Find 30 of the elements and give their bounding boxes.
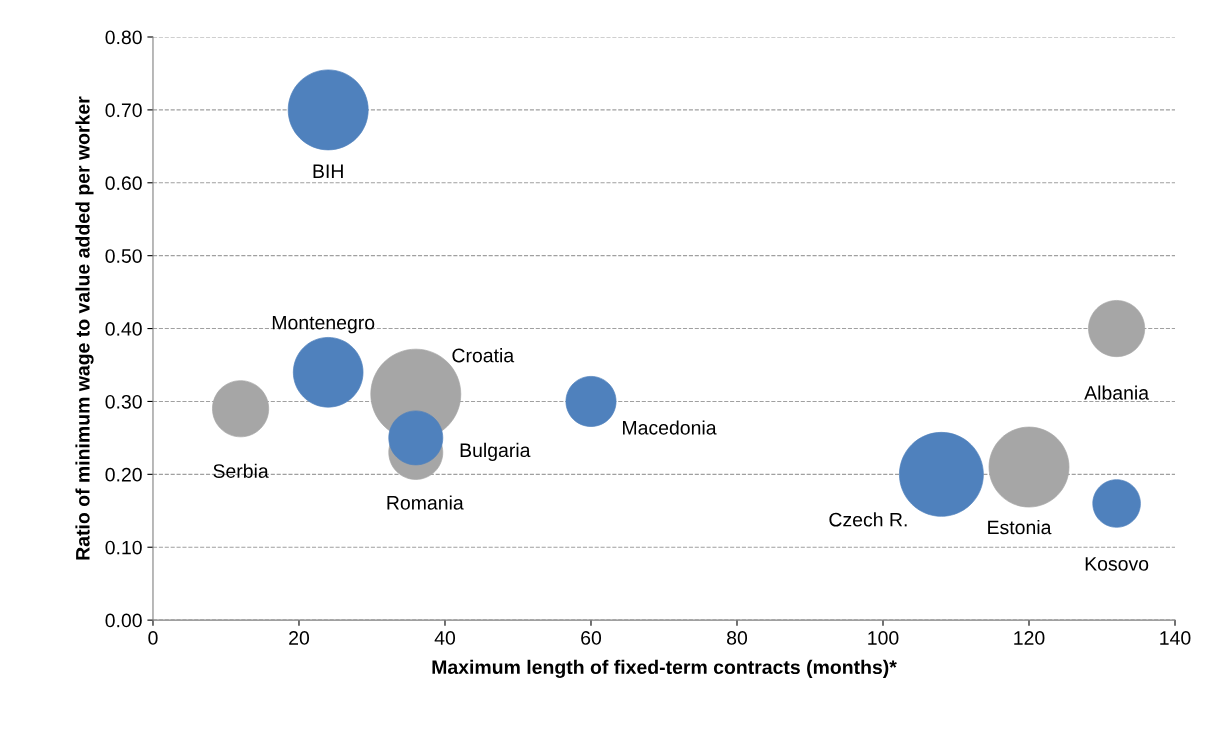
annotation: Kosovo bbox=[1085, 557, 1149, 571]
annotation: BIH bbox=[313, 164, 343, 178]
y-tick-label: 0.30 bbox=[105, 394, 142, 409]
x-tick-label: 80 bbox=[727, 631, 748, 645]
y-tick-label: 0.20 bbox=[105, 467, 142, 482]
annotation: Macedonia bbox=[623, 420, 717, 435]
x-axis-title: Maximum length of fixed-term contracts (months)* bbox=[432, 659, 897, 678]
y-axis-title: Ratio of minimum wage to value added per worker bbox=[75, 96, 94, 560]
annotation: Montenegro bbox=[272, 315, 375, 334]
y-tick-label: 0.00 bbox=[105, 613, 142, 628]
annotation: Romania bbox=[387, 495, 464, 510]
x-tick-label: 100 bbox=[868, 631, 899, 645]
x-tick-label: 60 bbox=[581, 631, 602, 645]
annotation: Serbia bbox=[213, 463, 269, 478]
x-tick-label: 20 bbox=[289, 631, 310, 645]
y-tick-label: 0.80 bbox=[105, 30, 142, 45]
y-tick-label: 0.10 bbox=[105, 540, 142, 555]
annotation: Croatia bbox=[452, 348, 515, 363]
annotation: Czech R. bbox=[829, 512, 907, 527]
x-tick-label: 120 bbox=[1014, 631, 1045, 645]
y-tick-label: 0.60 bbox=[105, 176, 142, 191]
x-tick-label: 140 bbox=[1160, 631, 1191, 645]
annotation: Estonia bbox=[988, 519, 1052, 535]
annotation: Albania bbox=[1084, 385, 1150, 400]
y-tick-label: 0.40 bbox=[105, 322, 142, 336]
y-tick-label: 0.70 bbox=[105, 103, 142, 118]
y-tick-label: 0.50 bbox=[105, 249, 142, 263]
x-tick-label: 0 bbox=[148, 631, 158, 645]
annotation: Bulgaria bbox=[460, 442, 531, 461]
x-tick-label: 40 bbox=[434, 631, 456, 645]
